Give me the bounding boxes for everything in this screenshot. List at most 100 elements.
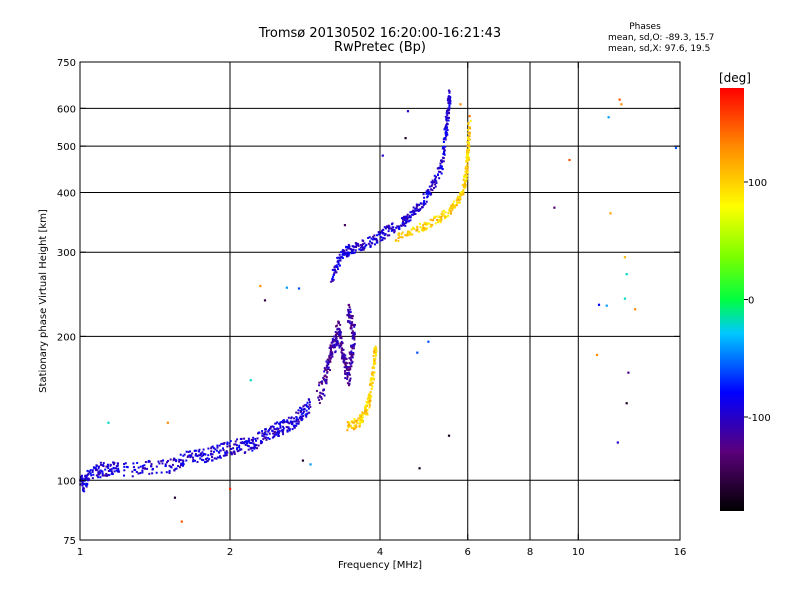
echo-point	[361, 418, 364, 421]
echo-point	[329, 350, 332, 353]
echo-point	[155, 465, 158, 468]
echo-point	[412, 206, 415, 209]
echo-point	[182, 454, 185, 457]
echo-point	[143, 467, 146, 470]
echo-point	[92, 473, 95, 476]
echo-point	[463, 186, 466, 189]
echo-point	[281, 430, 284, 433]
echo-point	[353, 331, 356, 334]
echo-point	[149, 465, 152, 468]
echo-point	[379, 239, 382, 242]
echo-point	[337, 260, 340, 263]
echo-point	[329, 360, 332, 363]
echo-point	[147, 460, 150, 463]
echo-point	[111, 471, 114, 474]
echo-point	[191, 452, 194, 455]
y-tick-label: 400	[57, 188, 76, 199]
echo-point	[261, 432, 264, 435]
echo-point	[468, 135, 471, 138]
echo-point	[362, 420, 365, 423]
echo-point	[318, 381, 321, 384]
echo-point	[459, 195, 462, 198]
echo-point	[135, 470, 138, 473]
echo-point	[422, 204, 425, 207]
echo-point	[304, 413, 307, 416]
echo-point	[348, 316, 351, 319]
echo-point	[455, 199, 458, 202]
echo-point	[309, 405, 312, 408]
echo-point	[371, 372, 374, 375]
echo-point	[99, 461, 102, 464]
colorbar-tick-label: 0	[748, 296, 754, 307]
echo-point	[351, 426, 354, 429]
echo-point	[383, 226, 386, 229]
echo-point	[272, 435, 275, 438]
echo-point	[426, 196, 429, 199]
echo-point	[332, 339, 335, 342]
echo-point	[226, 441, 229, 444]
echo-point	[200, 455, 203, 458]
echo-point	[433, 215, 436, 218]
echo-point	[338, 253, 341, 256]
echo-point	[423, 196, 426, 199]
echo-point	[444, 145, 447, 148]
echo-point	[111, 473, 114, 476]
echo-point	[427, 340, 430, 343]
echo-point	[366, 412, 369, 415]
echo-point	[250, 442, 253, 445]
echo-point	[401, 236, 404, 239]
echo-point	[347, 423, 350, 426]
echo-point	[349, 316, 352, 319]
echo-point	[84, 474, 87, 477]
echo-point	[329, 348, 332, 351]
echo-point	[343, 251, 346, 254]
echo-point	[346, 420, 349, 423]
echo-point	[360, 244, 363, 247]
echo-point	[411, 226, 414, 229]
echo-point	[442, 141, 445, 144]
echo-point	[113, 470, 116, 473]
echo-point	[210, 446, 213, 449]
echo-point	[88, 478, 91, 481]
echo-point	[442, 160, 445, 163]
echo-point	[297, 287, 301, 290]
x-tick-label: 1	[77, 547, 83, 558]
echo-point	[457, 196, 460, 199]
echo-point	[344, 370, 347, 373]
echo-point	[369, 394, 372, 397]
echo-point	[330, 280, 333, 283]
echo-point	[320, 392, 323, 395]
echo-point	[386, 234, 389, 237]
echo-point	[416, 228, 419, 231]
echo-point	[155, 471, 158, 474]
echo-point	[367, 395, 370, 398]
echo-point	[337, 331, 340, 334]
echo-point	[301, 412, 304, 415]
echo-point	[345, 368, 348, 371]
echo-point	[325, 381, 328, 384]
echo-point	[467, 156, 470, 159]
echo-point	[123, 462, 126, 465]
echo-point	[132, 462, 135, 465]
echo-point	[219, 456, 222, 459]
echo-point	[289, 421, 292, 424]
echo-point	[369, 397, 372, 400]
echo-point	[325, 360, 328, 363]
echo-point	[94, 467, 97, 470]
echo-point	[418, 230, 421, 233]
echo-point	[365, 409, 368, 412]
echo-point	[347, 247, 350, 250]
echo-point	[331, 278, 334, 281]
y-tick-label: 100	[57, 476, 76, 487]
echo-point	[464, 167, 467, 170]
echo-point	[239, 448, 242, 451]
echo-point	[348, 315, 351, 318]
echo-point	[117, 469, 120, 472]
echo-point	[181, 463, 184, 466]
echo-point	[379, 235, 382, 238]
echo-point	[277, 434, 280, 437]
echo-point	[331, 276, 334, 279]
echo-point	[238, 446, 241, 449]
echo-point	[99, 471, 102, 474]
echo-point	[367, 242, 370, 245]
